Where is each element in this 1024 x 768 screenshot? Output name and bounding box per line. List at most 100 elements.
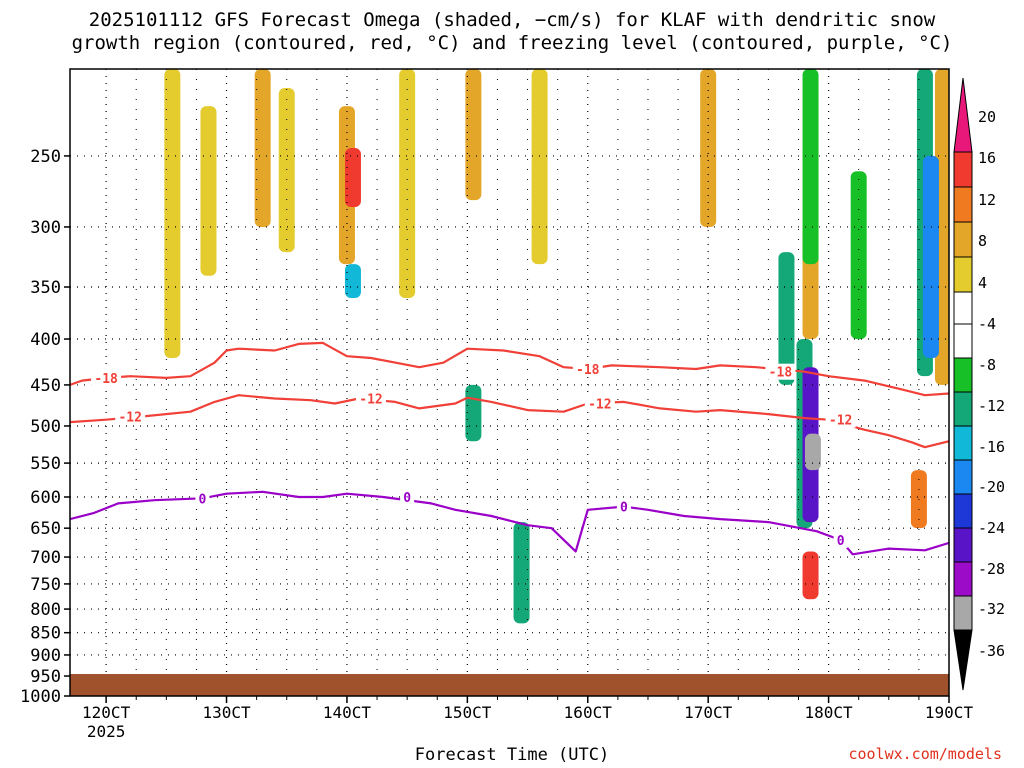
- y-tick-label: 250: [30, 147, 61, 167]
- omega-shaded-cell: [804, 433, 821, 471]
- contour-label: -12: [829, 414, 852, 429]
- colorbar-segment: [953, 561, 973, 597]
- chart-title-line-2: growth region (contoured, red, °C) and f…: [71, 32, 953, 54]
- contour-label: -18: [94, 372, 118, 387]
- omega-shaded-cell: [531, 69, 548, 265]
- y-tick-label: 550: [30, 454, 61, 474]
- x-tick-label: 190CT: [925, 703, 974, 722]
- colorbar-label: 16: [978, 149, 996, 167]
- chart-title-line-1: 2025101112 GFS Forecast Omega (shaded, −…: [88, 9, 936, 31]
- contour-label-bg: [356, 390, 387, 407]
- omega-shaded-cell: [465, 384, 482, 442]
- colorbar-segment: [953, 391, 973, 427]
- y-tick-label: 800: [30, 600, 61, 620]
- contour-label-bg: [400, 488, 415, 505]
- contour-label-bg: [825, 411, 856, 428]
- x-tick-label: 150CT: [443, 703, 492, 722]
- contour-label-bg: [195, 490, 210, 507]
- colorbar-segment: [953, 459, 973, 495]
- omega-shaded-cell: [850, 171, 867, 340]
- x-tick-label: 170CT: [684, 703, 733, 722]
- y-axis: 2503003504004505005506006507007508008509…: [20, 147, 70, 707]
- colorbar-label: 4: [978, 274, 987, 292]
- omega-shaded-cell: [254, 69, 271, 227]
- colorbar-label: 12: [978, 191, 996, 209]
- contour-label-bg: [833, 531, 848, 548]
- credit-link[interactable]: coolwx.com/models: [848, 745, 1002, 763]
- x-tick-label: 180CT: [805, 703, 854, 722]
- contour-label: -12: [359, 393, 382, 408]
- x-tick-label: 160CT: [564, 703, 613, 722]
- contour-label-bg: [765, 363, 796, 380]
- omega-shaded-cell: [344, 148, 361, 207]
- y-tick-label: 600: [30, 488, 61, 508]
- y-tick-label: 350: [30, 278, 61, 298]
- omega-shaded-cell: [200, 106, 217, 276]
- colorbar-segment: [953, 493, 973, 529]
- y-tick-label: 700: [30, 548, 61, 568]
- colorbar-label: -8: [978, 356, 996, 374]
- omega-shaded-cell: [344, 264, 361, 298]
- colorbar-label: -4: [978, 315, 996, 333]
- y-tick-label: 1000: [20, 687, 61, 707]
- y-tick-label: 650: [30, 519, 61, 539]
- y-tick-label: 500: [30, 417, 61, 437]
- contour-label: -12: [118, 411, 141, 426]
- colorbar-label: -32: [978, 600, 1005, 618]
- x-tick-label: 140CT: [323, 703, 372, 722]
- colorbar-label: -24: [978, 519, 1005, 537]
- y-tick-label: 300: [30, 218, 61, 238]
- colorbar-label: -16: [978, 438, 1005, 456]
- colorbar-segment: [953, 425, 973, 461]
- omega-shaded-cell: [513, 522, 530, 624]
- contour-label: -18: [769, 366, 793, 381]
- omega-shaded-cell: [922, 155, 939, 359]
- contour-label: 0: [199, 492, 207, 507]
- contour-label: 0: [837, 534, 845, 549]
- omega-shaded-cell: [802, 69, 819, 265]
- omega-shading-layer: [164, 69, 949, 624]
- colorbar-label: -28: [978, 560, 1005, 578]
- contour-label-bg: [584, 395, 615, 412]
- colorbar: 20 16 12 8 4 -4 -8 -12 -16 -20 -24 -28 -32 -36: [953, 77, 1005, 691]
- x-axis: 120CT 130CT 140CT 150CT 160CT 170CT 180CT 190CT…: [82, 696, 973, 741]
- y-tick-label: 450: [30, 376, 61, 396]
- y-tick-label: 750: [30, 575, 61, 595]
- colorbar-segment: [953, 186, 973, 223]
- colorbar-label: 20: [978, 108, 996, 126]
- y-tick-label: 900: [30, 646, 61, 666]
- omega-shaded-cell: [778, 252, 795, 385]
- colorbar-top-arrow: [953, 77, 973, 153]
- ground-surface: [70, 674, 949, 696]
- colorbar-segment: [953, 323, 973, 359]
- x-tick-label: 120CT: [82, 703, 131, 722]
- omega-shaded-cell: [278, 88, 295, 253]
- contour-label: 0: [620, 501, 628, 516]
- colorbar-segment: [953, 291, 973, 325]
- colorbar-segment: [953, 595, 973, 631]
- contour-label: 0: [403, 491, 411, 506]
- contour-line: [70, 341, 949, 397]
- contour-label-bg: [91, 369, 122, 386]
- colorbar-segment: [953, 357, 973, 393]
- omega-shaded-cell: [399, 69, 416, 298]
- colorbar-segment: [953, 221, 973, 258]
- omega-shaded-cell: [465, 69, 482, 201]
- plot-frame: [69, 68, 950, 697]
- contour-label-bg: [115, 408, 146, 425]
- y-tick-label: 400: [30, 330, 61, 350]
- colorbar-segment: [953, 527, 973, 563]
- colorbar-segment: [953, 151, 973, 188]
- y-tick-label: 950: [30, 667, 61, 687]
- contour-label-bg: [616, 498, 631, 515]
- colorbar-bottom-arrow: [953, 629, 973, 691]
- omega-shaded-cell: [802, 551, 819, 600]
- x-year-label: 2025: [87, 722, 126, 741]
- colorbar-label: -12: [978, 397, 1005, 415]
- contour-layer: -18 -18 -18 -12 -12 -12 -12 0 0 0 0: [70, 341, 949, 556]
- omega-shaded-cell: [164, 69, 181, 359]
- colorbar-segment: [953, 256, 973, 293]
- x-tick-label: 130CT: [202, 703, 251, 722]
- contour-label-bg: [572, 361, 603, 378]
